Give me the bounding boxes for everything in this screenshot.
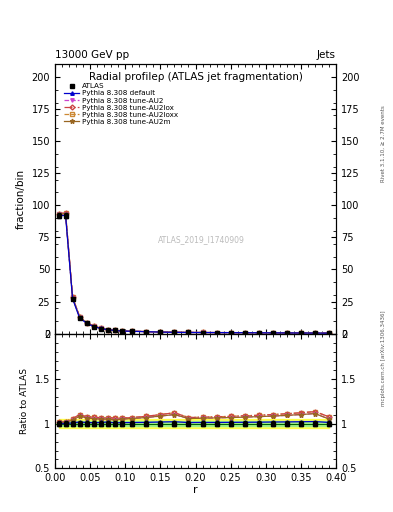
- X-axis label: r: r: [193, 485, 198, 495]
- Y-axis label: fraction/bin: fraction/bin: [16, 169, 26, 229]
- Text: ATLAS_2019_I1740909: ATLAS_2019_I1740909: [158, 235, 244, 244]
- Text: Jets: Jets: [317, 50, 336, 60]
- Text: mcplots.cern.ch [arXiv:1306.3436]: mcplots.cern.ch [arXiv:1306.3436]: [381, 311, 386, 406]
- Text: 13000 GeV pp: 13000 GeV pp: [55, 50, 129, 60]
- Text: Rivet 3.1.10, ≥ 2.7M events: Rivet 3.1.10, ≥ 2.7M events: [381, 105, 386, 182]
- Text: Radial profileρ (ATLAS jet fragmentation): Radial profileρ (ATLAS jet fragmentation…: [88, 72, 303, 82]
- Legend: ATLAS, Pythia 8.308 default, Pythia 8.308 tune-AU2, Pythia 8.308 tune-AU2lox, Py: ATLAS, Pythia 8.308 default, Pythia 8.30…: [61, 81, 181, 127]
- Y-axis label: Ratio to ATLAS: Ratio to ATLAS: [20, 368, 29, 434]
